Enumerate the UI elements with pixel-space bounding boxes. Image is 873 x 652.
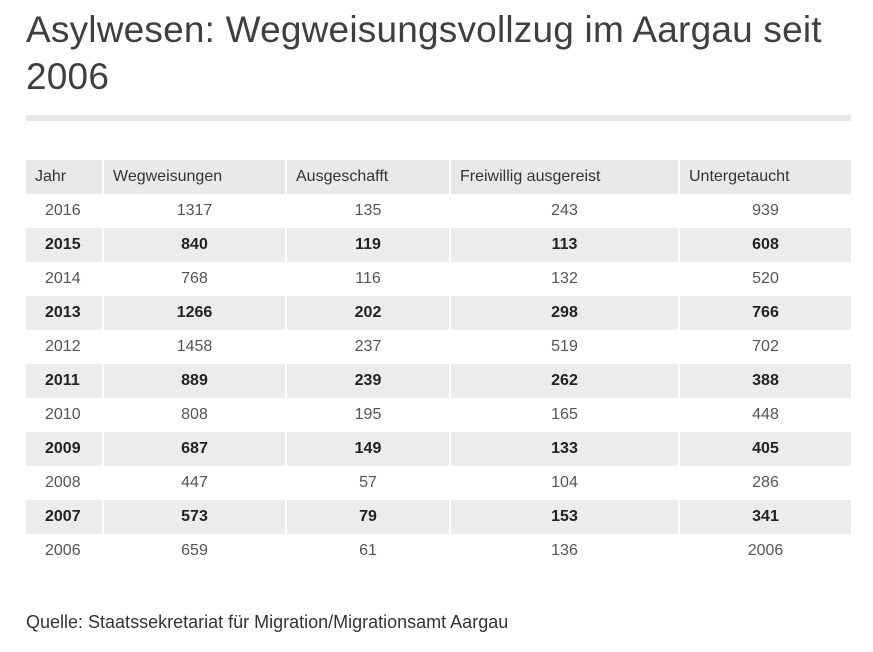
table-row: 2010 808 195 165 448 bbox=[26, 398, 851, 432]
cell-freiwillig-ausgereist: 519 bbox=[450, 330, 680, 364]
cell-untergetaucht: 608 bbox=[679, 228, 851, 262]
cell-wegweisungen: 687 bbox=[103, 432, 287, 466]
cell-wegweisungen: 447 bbox=[103, 466, 287, 500]
cell-ausgeschafft: 135 bbox=[286, 194, 451, 228]
cell-untergetaucht: 766 bbox=[679, 296, 851, 330]
cell-jahr: 2011 bbox=[26, 364, 104, 398]
page-title: Asylwesen: Wegweisungsvollzug im Aargau … bbox=[26, 9, 822, 97]
cell-jahr: 2016 bbox=[26, 194, 104, 228]
column-header-jahr: Jahr bbox=[26, 160, 104, 194]
cell-wegweisungen: 808 bbox=[103, 398, 287, 432]
table-row: 2016 1317 135 243 939 bbox=[26, 194, 851, 228]
cell-ausgeschafft: 119 bbox=[286, 228, 451, 262]
table-body: 2016 1317 135 243 939 2015 840 119 113 608 2014 768… bbox=[26, 194, 851, 568]
cell-freiwillig-ausgereist: 132 bbox=[450, 262, 680, 296]
cell-freiwillig-ausgereist: 133 bbox=[450, 432, 680, 466]
cell-ausgeschafft: 202 bbox=[286, 296, 451, 330]
cell-freiwillig-ausgereist: 243 bbox=[450, 194, 680, 228]
cell-jahr: 2007 bbox=[26, 500, 104, 534]
cell-untergetaucht: 388 bbox=[679, 364, 851, 398]
table-row: 2013 1266 202 298 766 bbox=[26, 296, 851, 330]
cell-freiwillig-ausgereist: 136 bbox=[450, 534, 680, 568]
cell-ausgeschafft: 79 bbox=[286, 500, 451, 534]
cell-untergetaucht: 448 bbox=[679, 398, 851, 432]
cell-jahr: 2013 bbox=[26, 296, 104, 330]
cell-jahr: 2006 bbox=[26, 534, 104, 568]
cell-jahr: 2009 bbox=[26, 432, 104, 466]
cell-untergetaucht: 939 bbox=[679, 194, 851, 228]
cell-wegweisungen: 768 bbox=[103, 262, 287, 296]
cell-ausgeschafft: 149 bbox=[286, 432, 451, 466]
table-row: 2015 840 119 113 608 bbox=[26, 228, 851, 262]
table-header-row: Jahr Wegweisungen Ausgeschafft Freiwilli… bbox=[26, 160, 851, 194]
cell-jahr: 2008 bbox=[26, 466, 104, 500]
table-row: 2008 447 57 104 286 bbox=[26, 466, 851, 500]
cell-untergetaucht: 2006 bbox=[679, 534, 851, 568]
column-header-wegweisungen: Wegweisungen bbox=[103, 160, 287, 194]
cell-wegweisungen: 1266 bbox=[103, 296, 287, 330]
table-row: 2009 687 149 133 405 bbox=[26, 432, 851, 466]
cell-wegweisungen: 1317 bbox=[103, 194, 287, 228]
column-header-ausgeschafft: Ausgeschafft bbox=[286, 160, 451, 194]
data-table: Jahr Wegweisungen Ausgeschafft Freiwilli… bbox=[26, 160, 851, 568]
cell-freiwillig-ausgereist: 165 bbox=[450, 398, 680, 432]
cell-ausgeschafft: 195 bbox=[286, 398, 451, 432]
cell-untergetaucht: 702 bbox=[679, 330, 851, 364]
cell-ausgeschafft: 237 bbox=[286, 330, 451, 364]
column-header-freiwillig-ausgereist: Freiwillig ausgereist bbox=[450, 160, 680, 194]
cell-ausgeschafft: 116 bbox=[286, 262, 451, 296]
cell-wegweisungen: 573 bbox=[103, 500, 287, 534]
cell-untergetaucht: 405 bbox=[679, 432, 851, 466]
table-row: 2011 889 239 262 388 bbox=[26, 364, 851, 398]
cell-wegweisungen: 840 bbox=[103, 228, 287, 262]
cell-jahr: 2010 bbox=[26, 398, 104, 432]
cell-freiwillig-ausgereist: 153 bbox=[450, 500, 680, 534]
cell-jahr: 2012 bbox=[26, 330, 104, 364]
source-note: Quelle: Staatssekretariat für Migration/… bbox=[26, 612, 509, 632]
column-header-untergetaucht: Untergetaucht bbox=[679, 160, 851, 194]
cell-ausgeschafft: 61 bbox=[286, 534, 451, 568]
cell-ausgeschafft: 239 bbox=[286, 364, 451, 398]
cell-freiwillig-ausgereist: 104 bbox=[450, 466, 680, 500]
cell-freiwillig-ausgereist: 262 bbox=[450, 364, 680, 398]
cell-jahr: 2014 bbox=[26, 262, 104, 296]
cell-untergetaucht: 520 bbox=[679, 262, 851, 296]
cell-untergetaucht: 286 bbox=[679, 466, 851, 500]
table-row: 2012 1458 237 519 702 bbox=[26, 330, 851, 364]
cell-jahr: 2015 bbox=[26, 228, 104, 262]
cell-wegweisungen: 1458 bbox=[103, 330, 287, 364]
cell-freiwillig-ausgereist: 298 bbox=[450, 296, 680, 330]
cell-wegweisungen: 659 bbox=[103, 534, 287, 568]
cell-ausgeschafft: 57 bbox=[286, 466, 451, 500]
cell-wegweisungen: 889 bbox=[103, 364, 287, 398]
table-row: 2006 659 61 136 2006 bbox=[26, 534, 851, 568]
cell-untergetaucht: 341 bbox=[679, 500, 851, 534]
table-row: 2014 768 116 132 520 bbox=[26, 262, 851, 296]
cell-freiwillig-ausgereist: 113 bbox=[450, 228, 680, 262]
title-divider bbox=[26, 115, 851, 121]
table-row: 2007 573 79 153 341 bbox=[26, 500, 851, 534]
